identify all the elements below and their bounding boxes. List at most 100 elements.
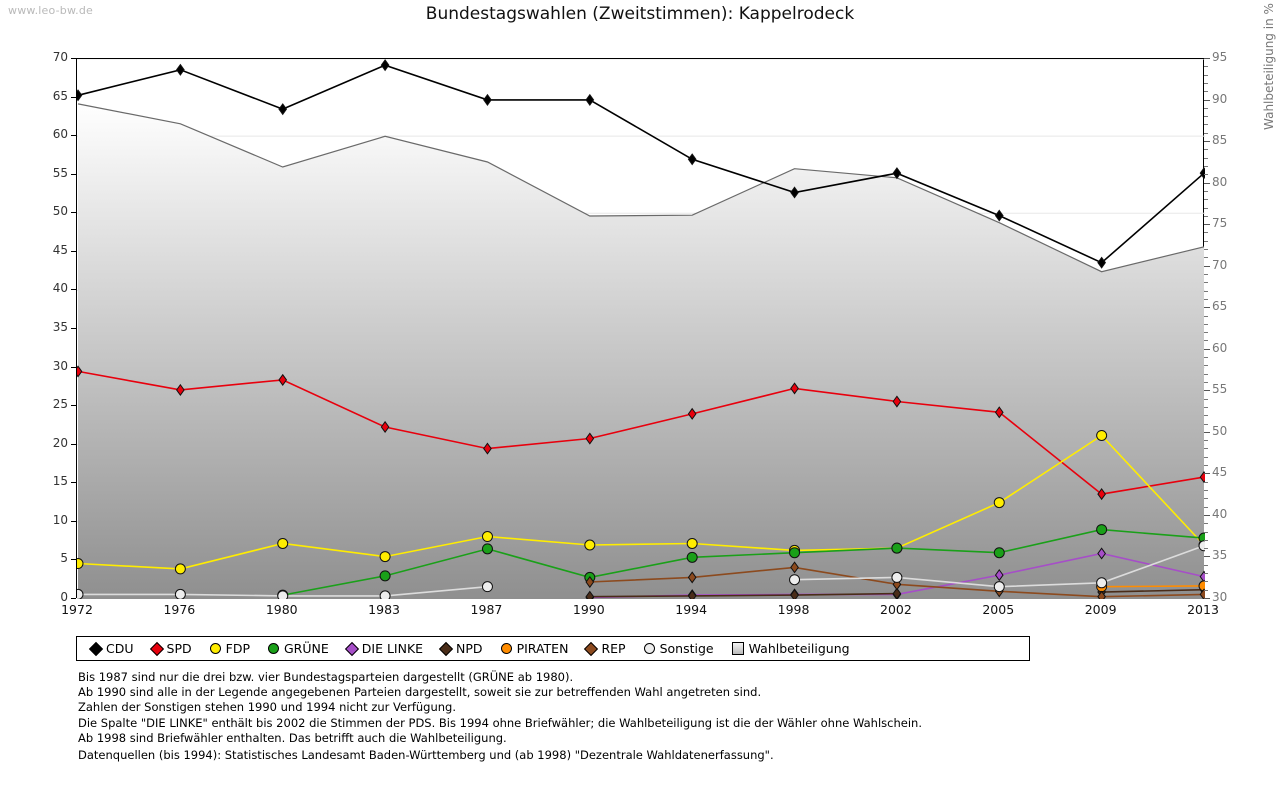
legend-marker-circle-icon bbox=[267, 643, 279, 654]
left-tick bbox=[71, 443, 76, 445]
left-tick bbox=[71, 96, 76, 98]
series-line-grüne bbox=[282, 528, 1205, 596]
right-minor-tick bbox=[1204, 398, 1208, 400]
data-point bbox=[790, 561, 799, 574]
x-tick-label-1972: 1972 bbox=[61, 602, 93, 617]
left-tick bbox=[71, 58, 76, 59]
data-point bbox=[585, 93, 595, 106]
legend-item-piraten[interactable]: PIRATEN bbox=[500, 641, 568, 656]
legend-marker-diamond-icon bbox=[88, 641, 104, 656]
left-tick bbox=[71, 482, 76, 484]
data-point bbox=[481, 543, 493, 555]
legend-label: REP bbox=[601, 641, 626, 656]
right-minor-tick bbox=[1204, 323, 1208, 325]
left-tick bbox=[71, 328, 76, 329]
data-point bbox=[585, 590, 595, 599]
data-point bbox=[994, 406, 1004, 419]
right-tick bbox=[1204, 141, 1210, 143]
right-minor-tick bbox=[1204, 207, 1208, 209]
right-tick-label: 90 bbox=[1212, 91, 1228, 106]
right-tick-label: 75 bbox=[1212, 216, 1228, 231]
series-line-npd bbox=[589, 588, 1205, 598]
data-point bbox=[176, 383, 185, 396]
series-layer bbox=[77, 59, 1205, 599]
data-point bbox=[892, 587, 902, 599]
right-tick-label: 55 bbox=[1212, 382, 1228, 397]
series-line-fdp bbox=[77, 434, 1205, 570]
data-point bbox=[380, 420, 390, 434]
right-tick bbox=[1204, 390, 1210, 392]
right-minor-tick bbox=[1204, 498, 1208, 500]
series-line-spd bbox=[77, 370, 1205, 495]
right-tick-label: 65 bbox=[1212, 299, 1228, 314]
right-minor-tick bbox=[1204, 456, 1208, 458]
right-minor-tick bbox=[1204, 149, 1208, 151]
left-tick bbox=[71, 289, 76, 291]
legend-item-fdp[interactable]: FDP bbox=[209, 641, 250, 656]
right-minor-tick bbox=[1204, 406, 1208, 408]
right-minor-tick bbox=[1204, 215, 1208, 217]
legend-marker-circle-icon bbox=[209, 643, 221, 654]
data-point bbox=[1097, 488, 1106, 501]
data-point bbox=[789, 574, 801, 586]
right-tick bbox=[1204, 473, 1210, 475]
page-title: Bundestagswahlen (Zweitstimmen): Kappelr… bbox=[425, 4, 855, 24]
right-minor-tick bbox=[1204, 415, 1208, 417]
x-tick-label-1998: 1998 bbox=[777, 602, 810, 617]
data-point bbox=[277, 590, 289, 599]
legend-item-spd[interactable]: SPD bbox=[149, 641, 192, 656]
legend-item-wahlbeteiligung[interactable]: Wahlbeteiligung bbox=[731, 641, 850, 656]
legend-marker-diamond-icon bbox=[149, 641, 164, 656]
data-point bbox=[994, 209, 1004, 222]
left-tick-label: 70 bbox=[52, 50, 68, 64]
x-tick-label-1983: 1983 bbox=[368, 602, 400, 617]
legend-item-sonstige[interactable]: Sonstige bbox=[643, 641, 714, 656]
legend-item-die-linke[interactable]: DIE LINKE bbox=[344, 641, 424, 656]
legend-item-rep[interactable]: REP bbox=[584, 641, 626, 656]
legend-label: DIE LINKE bbox=[361, 641, 424, 656]
right-minor-tick bbox=[1204, 440, 1208, 442]
right-minor-tick bbox=[1204, 315, 1208, 317]
right-tick bbox=[1204, 598, 1210, 599]
legend-label: Sonstige bbox=[659, 641, 714, 656]
legend-label: CDU bbox=[106, 641, 134, 656]
left-tick bbox=[71, 366, 76, 368]
x-tick-label-1994: 1994 bbox=[675, 602, 708, 617]
right-minor-tick bbox=[1204, 91, 1208, 93]
legend-item-grüne[interactable]: GRÜNE bbox=[267, 641, 329, 656]
legend-marker-diamond-icon bbox=[584, 641, 599, 656]
right-tick-label: 60 bbox=[1212, 340, 1228, 355]
data-point bbox=[789, 547, 801, 559]
data-point bbox=[584, 539, 596, 551]
data-point bbox=[686, 551, 698, 563]
right-minor-tick bbox=[1204, 232, 1208, 234]
legend-marker-circle-icon bbox=[643, 643, 655, 654]
series-line-cdu bbox=[77, 64, 1205, 264]
right-minor-tick bbox=[1204, 373, 1208, 375]
legend-item-cdu[interactable]: CDU bbox=[88, 641, 134, 656]
data-point bbox=[892, 395, 902, 408]
data-point bbox=[687, 153, 697, 166]
right-minor-tick bbox=[1204, 490, 1208, 491]
right-minor-tick bbox=[1204, 257, 1208, 259]
right-minor-tick bbox=[1204, 282, 1208, 284]
right-minor-tick bbox=[1204, 382, 1208, 383]
data-point bbox=[483, 93, 492, 106]
x-tick-label-1990: 1990 bbox=[572, 602, 605, 617]
note-line: Ab 1998 sind Briefwähler enthalten. Das … bbox=[78, 730, 507, 745]
data-point bbox=[891, 542, 903, 554]
data-point bbox=[687, 407, 697, 420]
right-minor-tick bbox=[1204, 365, 1208, 367]
right-minor-tick bbox=[1204, 573, 1208, 575]
data-point bbox=[77, 89, 83, 102]
x-tick-label-2009: 2009 bbox=[1084, 602, 1117, 617]
plot-area bbox=[76, 58, 1205, 599]
right-tick bbox=[1204, 307, 1210, 309]
right-minor-tick bbox=[1204, 548, 1208, 550]
left-tick bbox=[71, 598, 76, 599]
legend-item-npd[interactable]: NPD bbox=[438, 641, 483, 656]
legend-label: NPD bbox=[456, 641, 483, 656]
right-minor-tick bbox=[1204, 290, 1208, 292]
x-tick-label-1976: 1976 bbox=[163, 602, 196, 617]
right-tick-label: 85 bbox=[1212, 133, 1228, 148]
